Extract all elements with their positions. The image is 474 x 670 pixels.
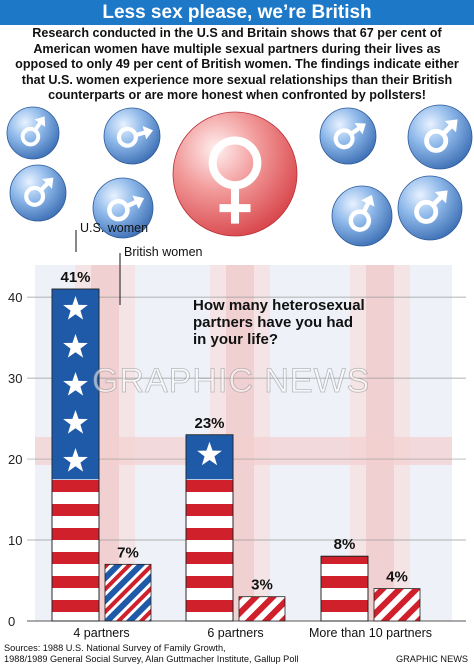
male-symbol-icon — [24, 177, 54, 207]
page-title: Less sex please, we’re British — [0, 0, 474, 25]
value-label-us: 8% — [334, 536, 356, 553]
bar-british-women — [238, 596, 286, 622]
y-tick-label: 40 — [8, 290, 22, 305]
y-tick-label: 10 — [8, 533, 22, 548]
credit-text: GRAPHIC NEWS — [396, 654, 468, 664]
male-symbol-bubble — [407, 104, 473, 170]
watermark-text: GRAPHIC NEWS — [92, 362, 371, 401]
x-category-label: 6 partners — [207, 626, 263, 640]
sources-text: Sources: 1988 U.S. National Survey of Fa… — [4, 643, 299, 665]
male-symbol-bubble — [331, 185, 393, 247]
male-symbol-icon — [348, 194, 375, 232]
star-icon — [63, 334, 88, 358]
male-symbol-bubble — [397, 175, 463, 241]
female-symbol-icon — [208, 136, 262, 224]
star-icon — [63, 372, 88, 396]
bar-us-women — [320, 555, 369, 622]
male-symbol-icon — [20, 116, 46, 147]
value-label-us: 41% — [60, 269, 90, 286]
bar-us-women — [185, 434, 234, 622]
sources-line: Sources: 1988 U.S. National Survey of Fa… — [4, 643, 226, 653]
male-symbol-bubble — [92, 177, 154, 239]
male-symbol-bubble — [319, 107, 377, 165]
value-label-british: 4% — [386, 569, 408, 586]
legend-us-women: U.S. women — [80, 221, 149, 235]
star-icon — [63, 296, 88, 320]
male-symbol-icon — [107, 195, 145, 222]
x-category-label: More than 10 partners — [309, 626, 432, 640]
male-symbol-icon — [414, 190, 448, 224]
x-category-label: 4 partners — [73, 626, 129, 640]
y-tick-label: 0 — [8, 614, 15, 629]
male-symbol-bubble — [103, 107, 161, 165]
male-symbol-bubble — [9, 164, 67, 222]
female-symbol-bubble — [172, 111, 298, 237]
star-icon — [63, 448, 88, 472]
y-tick-label: 30 — [8, 371, 22, 386]
male-symbol-icon — [424, 119, 458, 153]
legend-british-women: British women — [124, 245, 203, 259]
value-label-british: 3% — [251, 577, 273, 594]
bar-british-women — [373, 588, 421, 622]
star-icon — [63, 410, 88, 434]
bar-british-women — [104, 563, 152, 622]
male-symbol-icon — [333, 122, 366, 150]
value-label-us: 23% — [194, 415, 224, 432]
intro-text: Research conducted in the U.S and Britai… — [15, 26, 459, 103]
question-line: How many heterosexual — [193, 297, 365, 314]
question-line: partners have you had — [193, 314, 354, 331]
y-tick-label: 20 — [8, 452, 22, 467]
star-icon — [197, 441, 222, 466]
male-symbol-icon — [116, 125, 154, 148]
sources-line: 1988/1989 General Social Survey, Alan Gu… — [4, 654, 299, 664]
male-symbol-bubble — [6, 106, 60, 160]
question-text: How many heterosexual partners have you … — [193, 297, 365, 348]
gender-symbol-bubbles — [6, 104, 473, 247]
bar-us-women — [51, 288, 100, 622]
value-label-british: 7% — [117, 544, 139, 561]
question-line: in your life? — [193, 331, 279, 348]
